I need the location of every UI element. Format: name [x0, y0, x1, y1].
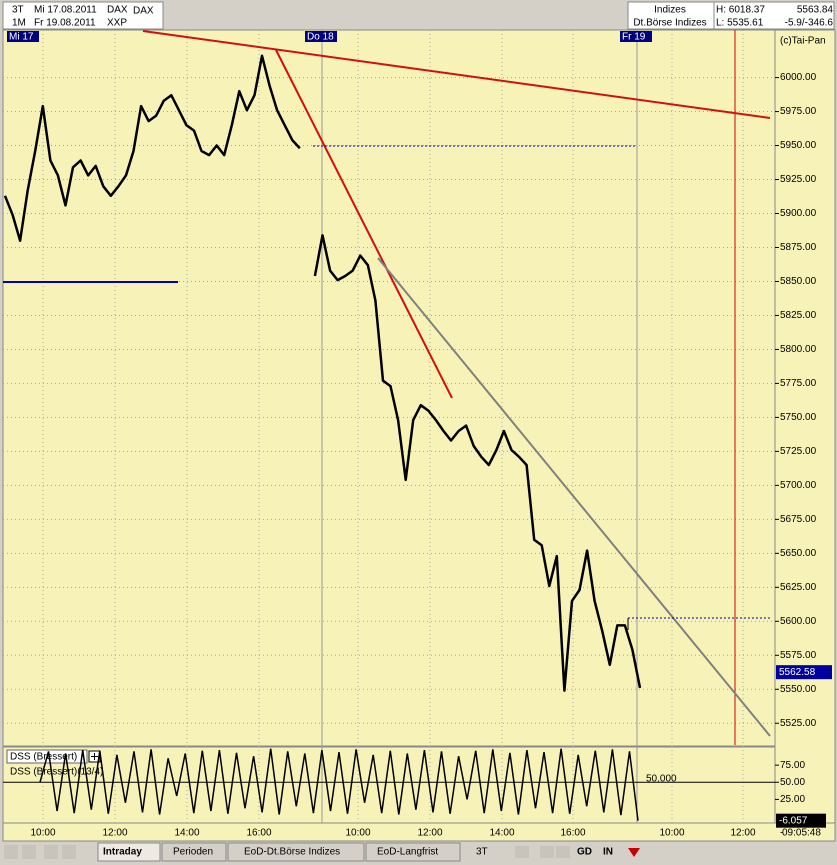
day-label-bg	[305, 31, 337, 42]
y-tick-label: 5975.00	[780, 106, 817, 117]
tab[interactable]	[161, 842, 227, 862]
header-text: 5563.84	[797, 5, 834, 16]
y-tick-label: 5725.00	[780, 446, 817, 457]
tool-button[interactable]	[556, 846, 570, 858]
y-tick-label: 5525.00	[780, 718, 817, 729]
header-text: Indizes	[654, 5, 686, 16]
header-box	[713, 1, 835, 30]
tab-active[interactable]	[97, 842, 161, 862]
tool-button[interactable]	[4, 845, 18, 859]
y-tick-label: 5800.00	[780, 344, 817, 355]
day-label: Fr 19	[622, 32, 646, 43]
y-tick-label: 5850.00	[780, 276, 817, 287]
header-text: Fr 19.08.2011	[34, 18, 96, 29]
day-label: Mi 17	[9, 32, 34, 43]
x-tick-label: 14:00	[174, 828, 199, 839]
y-tick-label: 6000.00	[780, 72, 817, 83]
tool-icon[interactable]	[628, 848, 640, 857]
x-tick-label: 10:00	[30, 828, 55, 839]
tab[interactable]	[227, 842, 365, 862]
y-tick-label: 5700.00	[780, 480, 817, 491]
y-tick-label: 5925.00	[780, 174, 817, 185]
y-tick-label: 5650.00	[780, 548, 817, 559]
y-tick-label: 5600.00	[780, 616, 817, 627]
tool-button[interactable]	[540, 846, 554, 858]
header-text: H: 6018.37	[716, 5, 765, 16]
osc-tick-label: 50.00	[780, 777, 805, 788]
tab-label[interactable]: EoD-Dt.Börse Indizes	[244, 847, 340, 858]
oscillator-line	[39, 748, 639, 821]
y-tick-label: 5875.00	[780, 242, 817, 253]
trend-line	[275, 49, 453, 399]
price-line	[3, 54, 642, 692]
x-tick-label: 16:00	[560, 828, 585, 839]
header-text: 1M	[12, 18, 26, 29]
day-label-bg	[7, 31, 39, 42]
y-tick-label: 5550.00	[780, 684, 817, 695]
plot-area	[2, 29, 776, 747]
header-text: -5.9/-346.6	[785, 18, 834, 29]
axis-dash: -	[780, 828, 783, 839]
y-tick-label: 5775.00	[780, 378, 817, 389]
tool-button[interactable]	[515, 846, 529, 858]
level-label: 50.000	[646, 774, 677, 785]
tool-button[interactable]	[44, 845, 58, 859]
copyright: (c)Tai-Pan	[780, 36, 826, 47]
add-icon	[91, 753, 98, 760]
header-text: 3T	[12, 5, 24, 16]
header-text: L: 5535.61	[716, 18, 764, 29]
tool-button[interactable]	[22, 845, 36, 859]
header-box	[627, 1, 715, 30]
indicator-label: DSS (Bressert)(13/4)	[10, 767, 103, 778]
header-text: Dt.Börse Indizes	[633, 18, 706, 29]
y-tick-label: 5750.00	[780, 412, 817, 423]
x-tick-label: 12:00	[730, 828, 755, 839]
clock: 09:05:48	[782, 828, 821, 839]
price-axis	[774, 29, 836, 824]
osc-marker-label: -6.057	[779, 815, 808, 826]
y-tick-label: 5900.00	[780, 208, 817, 219]
x-tick-label: 10:00	[659, 828, 684, 839]
header-text: XXP	[107, 18, 127, 29]
day-label-bg	[620, 31, 652, 42]
x-tick-label: 12:00	[102, 828, 127, 839]
header-text: DAX	[133, 6, 154, 17]
y-tick-label: 5950.00	[780, 140, 817, 151]
button-label[interactable]: IN	[603, 847, 613, 858]
y-tick-label: 5575.00	[780, 650, 817, 661]
x-tick-label: 14:00	[489, 828, 514, 839]
x-tick-label: 12:00	[417, 828, 442, 839]
tool-button[interactable]	[62, 845, 76, 859]
button-label[interactable]: GD	[577, 847, 592, 858]
button-label[interactable]: 3T	[476, 847, 488, 858]
tab-label[interactable]: Intraday	[103, 847, 142, 858]
indicator-title[interactable]: DSS (Bressert)	[10, 752, 77, 763]
osc-tick-label: 75.00	[780, 760, 805, 771]
trend-line	[377, 257, 771, 737]
tab-label[interactable]: Perioden	[173, 847, 213, 858]
header-box	[2, 1, 164, 30]
tab-label[interactable]: EoD-Langfrist	[377, 847, 438, 858]
x-tick-label: 10:00	[345, 828, 370, 839]
osc-tick-label: 25.00	[780, 794, 805, 805]
x-tick-label: 16:00	[246, 828, 271, 839]
price-marker	[776, 665, 832, 680]
header-text: Mi 17.08.2011	[34, 5, 97, 16]
day-label: Do 18	[307, 32, 334, 43]
y-tick-label: 5825.00	[780, 310, 817, 321]
y-tick-label: 5675.00	[780, 514, 817, 525]
y-tick-label: 5625.00	[780, 582, 817, 593]
plot	[3, 54, 642, 692]
header-text: DAX	[107, 5, 128, 16]
trend-line	[142, 30, 771, 119]
time-axis	[2, 822, 836, 842]
osc-marker	[776, 813, 826, 828]
tab[interactable]	[365, 842, 461, 862]
price-marker-label: 5562.58	[779, 667, 816, 678]
